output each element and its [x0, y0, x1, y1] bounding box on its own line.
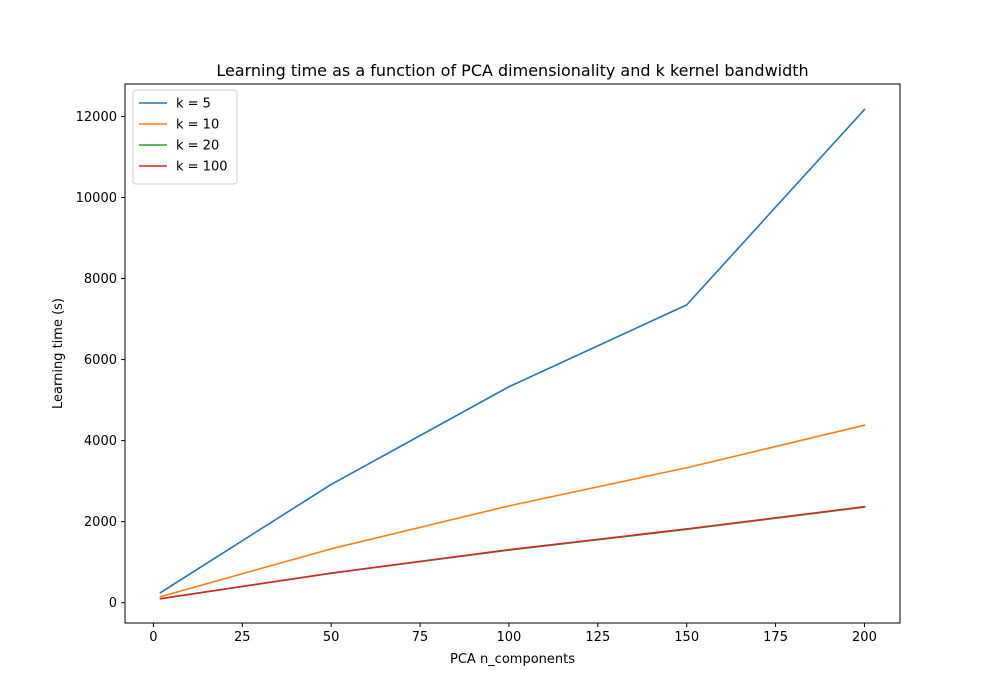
legend-entry-label: k = 20 — [176, 139, 219, 154]
x-tick-label: 200 — [852, 630, 877, 645]
x-tick-label: 100 — [497, 630, 522, 645]
x-tick-label: 150 — [674, 630, 699, 645]
legend: k = 5 k = 10 k = 20 k = 100 — [132, 89, 238, 185]
x-axis-label: PCA n_components — [450, 652, 575, 667]
y-tick-label: 2000 — [84, 515, 117, 530]
legend-entry-label: k = 10 — [176, 118, 219, 133]
x-tick-label: 0 — [149, 630, 157, 645]
y-tick-label: 12000 — [76, 110, 117, 125]
y-tick-label: 10000 — [76, 191, 117, 206]
series-line-k-100 — [159, 505, 866, 600]
y-axis-ticks: 0 2000 4000 6000 8000 10000 12000 — [76, 110, 125, 611]
x-tick-label: 75 — [412, 630, 429, 645]
x-tick-label: 175 — [763, 630, 788, 645]
y-tick-label: 6000 — [84, 353, 117, 368]
x-tick-label: 25 — [234, 630, 251, 645]
y-tick-label: 4000 — [84, 434, 117, 449]
chart-title: Learning time as a function of PCA dimen… — [216, 61, 808, 80]
legend-entry-label: k = 100 — [176, 160, 228, 175]
series-layer — [159, 108, 866, 600]
series-line-k-10 — [159, 424, 866, 598]
legend-entry-label: k = 5 — [176, 97, 211, 112]
y-tick-label: 0 — [109, 596, 117, 611]
plot-frame — [124, 83, 901, 624]
y-tick-label: 8000 — [84, 272, 117, 287]
series-line-k-5 — [159, 108, 866, 594]
x-tick-label: 125 — [585, 630, 610, 645]
y-axis-label: Learning time (s) — [51, 298, 66, 409]
legend-box — [132, 89, 238, 185]
x-tick-label: 50 — [323, 630, 340, 645]
x-axis-ticks: 0 25 50 75 100 125 150 175 200 — [149, 623, 877, 645]
